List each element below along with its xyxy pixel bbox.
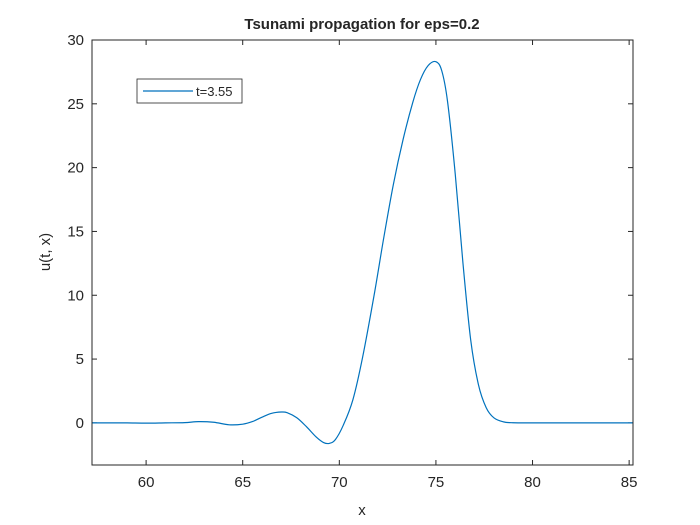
plot-background bbox=[92, 40, 633, 465]
y-tick-label: 0 bbox=[76, 415, 84, 432]
x-tick-label: 70 bbox=[331, 474, 348, 491]
y-tick-label: 15 bbox=[67, 223, 84, 240]
legend: t=3.55 bbox=[136, 78, 243, 104]
y-tick-label: 20 bbox=[67, 160, 84, 177]
x-tick-label: 60 bbox=[138, 474, 155, 491]
y-axis-label: u(t, x) bbox=[37, 233, 54, 271]
x-tick-label: 80 bbox=[524, 474, 541, 491]
y-tick-label: 10 bbox=[67, 287, 84, 304]
chart-title: Tsunami propagation for eps=0.2 bbox=[244, 16, 479, 33]
series-line-t-3-55 bbox=[92, 60, 633, 445]
plot-frame bbox=[91, 39, 634, 466]
x-tick-label: 75 bbox=[428, 474, 445, 491]
y-tick-label: 30 bbox=[67, 32, 84, 49]
y-tick-label: 5 bbox=[76, 351, 84, 368]
legend-label: t=3.55 bbox=[196, 84, 233, 99]
x-tick-label: 85 bbox=[621, 474, 638, 491]
x-axis-label: x bbox=[358, 502, 366, 519]
x-tick-label: 65 bbox=[234, 474, 251, 491]
y-tick-label: 25 bbox=[67, 96, 84, 113]
